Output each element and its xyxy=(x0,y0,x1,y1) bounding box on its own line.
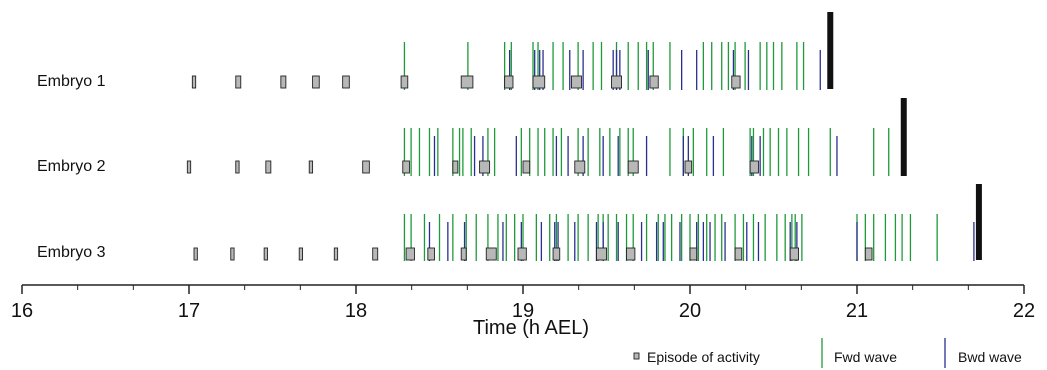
episode-mark xyxy=(263,247,268,261)
x-tick-label: 22 xyxy=(1013,300,1035,322)
legend-item-episode: Episode of activity xyxy=(633,349,760,365)
episode-mark xyxy=(427,247,435,261)
episode-mark xyxy=(186,160,192,174)
legend-episode-swatch xyxy=(633,352,640,360)
end-marker xyxy=(827,12,834,89)
end-marker xyxy=(900,98,907,176)
row-label: Embryo 3 xyxy=(37,244,106,261)
legend-item-fwd: Fwd wave xyxy=(821,338,897,368)
x-axis-title: Time (h AEL) xyxy=(473,317,589,339)
legend-fwd-label: Fwd wave xyxy=(834,349,897,365)
episode-mark xyxy=(649,75,659,89)
raster-row: Embryo 2 xyxy=(37,98,907,176)
episode-mark xyxy=(789,247,800,261)
episode-mark xyxy=(193,247,198,261)
episode-mark xyxy=(504,75,514,89)
episode-mark xyxy=(522,160,531,174)
episode-mark xyxy=(402,160,410,174)
x-tick-label: 16 xyxy=(11,300,33,322)
episode-mark xyxy=(552,247,561,261)
episode-mark xyxy=(400,75,409,89)
episode-mark xyxy=(689,247,698,261)
episode-mark xyxy=(479,160,491,174)
episode-mark xyxy=(312,75,320,89)
legend-episode-label: Episode of activity xyxy=(647,349,760,365)
episode-mark xyxy=(230,247,235,261)
end-marker xyxy=(975,184,982,260)
episode-mark xyxy=(570,75,582,89)
episode-mark xyxy=(265,160,272,174)
episode-mark xyxy=(342,75,350,89)
episode-mark xyxy=(596,247,607,261)
episode-mark xyxy=(452,160,459,174)
episode-mark xyxy=(191,75,197,89)
raster-row: Embryo 1 xyxy=(37,12,834,90)
row-label: Embryo 2 xyxy=(37,158,106,175)
episode-mark xyxy=(626,247,636,261)
x-tick-label: 17 xyxy=(178,300,200,322)
x-tick-label: 19 xyxy=(512,300,534,322)
episode-mark xyxy=(308,160,314,174)
x-axis-ticks: 16 17 18 19 20 21 22 xyxy=(11,285,1035,322)
raster-row: Embryo 3 xyxy=(37,184,982,261)
episode-mark xyxy=(611,75,622,89)
episode-mark xyxy=(333,247,339,261)
legend-item-bwd: Bwd wave xyxy=(944,338,1022,368)
x-tick-label: 18 xyxy=(345,300,367,322)
episode-mark xyxy=(235,75,242,89)
episode-mark xyxy=(280,75,287,89)
episode-mark xyxy=(864,247,873,261)
raster-rows: Embryo 1 Embryo 2 Embryo 3 xyxy=(37,12,982,261)
x-tick-label: 21 xyxy=(846,300,868,322)
episode-mark xyxy=(235,160,240,174)
episode-mark xyxy=(731,75,741,89)
episode-mark xyxy=(684,160,693,174)
episode-mark xyxy=(627,160,639,174)
episode-mark xyxy=(517,247,527,261)
episode-mark xyxy=(734,247,743,261)
x-tick-label: 20 xyxy=(679,300,701,322)
episode-mark xyxy=(405,247,415,261)
legend-bwd-label: Bwd wave xyxy=(958,349,1022,365)
episode-mark xyxy=(460,75,474,89)
episode-mark xyxy=(362,160,370,174)
episode-mark xyxy=(532,75,546,89)
legend: Episode of activity Fwd wave Bwd wave xyxy=(633,338,1022,368)
episode-mark xyxy=(749,160,759,174)
episode-mark xyxy=(574,160,586,174)
row-label: Embryo 1 xyxy=(37,73,106,90)
episode-mark xyxy=(485,247,497,261)
episode-mark xyxy=(298,247,304,261)
episode-mark xyxy=(460,247,467,261)
episode-mark xyxy=(372,247,379,261)
